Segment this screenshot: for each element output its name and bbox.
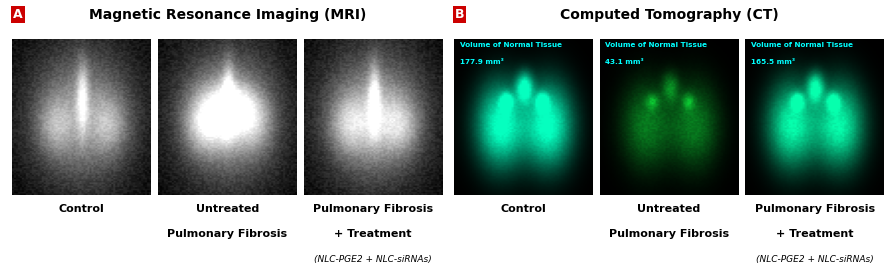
Text: 177.9 mm³: 177.9 mm³ [459,59,503,65]
Text: Computed Tomography (CT): Computed Tomography (CT) [559,8,779,22]
Text: B: B [455,8,465,21]
Text: Control: Control [500,204,546,214]
Text: Magnetic Resonance Imaging (MRI): Magnetic Resonance Imaging (MRI) [89,8,366,22]
Text: (NLC-PGE2 + NLC-siRNAs): (NLC-PGE2 + NLC-siRNAs) [756,255,873,264]
Text: Pulmonary Fibrosis: Pulmonary Fibrosis [609,229,729,239]
Text: Volume of Normal Tissue: Volume of Normal Tissue [751,42,853,48]
Text: (NLC-PGE2 + NLC-siRNAs): (NLC-PGE2 + NLC-siRNAs) [314,255,432,264]
Text: Volume of Normal Tissue: Volume of Normal Tissue [459,42,562,48]
Text: Pulmonary Fibrosis: Pulmonary Fibrosis [168,229,287,239]
Text: Volume of Normal Tissue: Volume of Normal Tissue [606,42,707,48]
Text: Pulmonary Fibrosis: Pulmonary Fibrosis [313,204,434,214]
Text: Control: Control [59,204,104,214]
Text: A: A [13,8,23,21]
Text: 165.5 mm³: 165.5 mm³ [751,59,795,65]
Text: Untreated: Untreated [638,204,700,214]
Text: + Treatment: + Treatment [776,229,854,239]
Text: 43.1 mm³: 43.1 mm³ [606,59,644,65]
Text: Untreated: Untreated [196,204,259,214]
Text: Pulmonary Fibrosis: Pulmonary Fibrosis [755,204,875,214]
Text: + Treatment: + Treatment [334,229,412,239]
